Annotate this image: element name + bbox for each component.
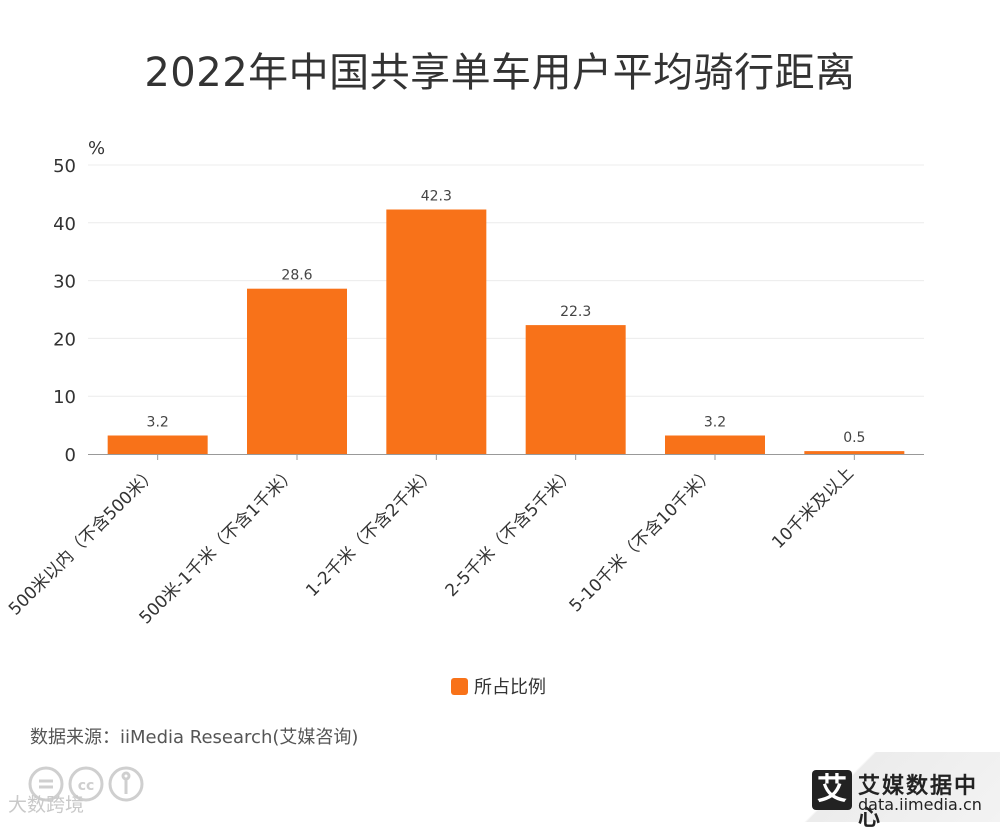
brand-logo-block: 艾 艾媒数据中心 data.iimedia.cn: [790, 752, 1000, 831]
legend-label: 所占比例: [474, 677, 546, 698]
person-icon: [108, 766, 144, 802]
grid-lines: [88, 164, 924, 397]
svg-text:cc: cc: [78, 778, 95, 794]
y-tick-label: 50: [53, 156, 76, 177]
bar: [386, 209, 487, 454]
data-label: 28.6: [281, 268, 312, 284]
x-tick-label: 500米以内（不含500米）: [5, 463, 161, 619]
bar: [247, 288, 347, 454]
brand-logo-icon: 艾: [812, 770, 852, 810]
x-tick-label: 5-10千米（不含10千米）: [566, 463, 719, 616]
data-label: 0.5: [843, 430, 865, 446]
y-tick-label: 20: [53, 329, 76, 350]
cc-icon: [68, 766, 104, 802]
x-axis: 500米以内（不含500米）500米-1千米（不含1千米） 1-2千米（不含2千米…: [5, 454, 924, 628]
data-label: 42.3: [421, 189, 452, 205]
bar: [107, 435, 208, 454]
chart-title: 2022年中国共享单车用户平均骑行距离: [144, 50, 856, 96]
y-axis-unit: %: [88, 138, 105, 159]
data-label: 3.2: [147, 415, 169, 431]
bar: [525, 325, 626, 454]
y-tick-label: 0: [65, 445, 76, 466]
data-labels: 3.2 28.6 42.3 22.3 3.2 0.5: [147, 189, 866, 447]
bars: [107, 209, 905, 454]
bar: [804, 451, 905, 454]
x-tick-label: 2-5千米（不含5千米）: [442, 463, 580, 601]
legend-swatch: [451, 677, 468, 695]
data-label: 22.3: [560, 304, 591, 320]
x-tick-label: 1-2千米（不含2千米）: [302, 463, 440, 601]
y-tick-label: 30: [53, 272, 76, 293]
cc-license-icons: cc: [28, 766, 144, 802]
data-label: 3.2: [704, 415, 726, 431]
y-tick-label: 40: [53, 214, 76, 235]
y-tick-label: 10: [53, 387, 76, 408]
brand-url: data.iimedia.cn: [858, 795, 982, 814]
x-tick-label: 500米-1千米（不含1千米）: [136, 463, 301, 628]
bar: [665, 435, 765, 454]
watermark: 大数跨境: [8, 794, 85, 816]
equal-icon: [28, 766, 64, 802]
y-axis: 0 10 20 30 40 50%: [53, 138, 105, 466]
legend: 所占比例: [451, 674, 546, 698]
x-tick-label: 10千米及以上: [768, 463, 858, 553]
data-source: 数据来源：iiMedia Research(艾媒咨询): [30, 727, 359, 748]
